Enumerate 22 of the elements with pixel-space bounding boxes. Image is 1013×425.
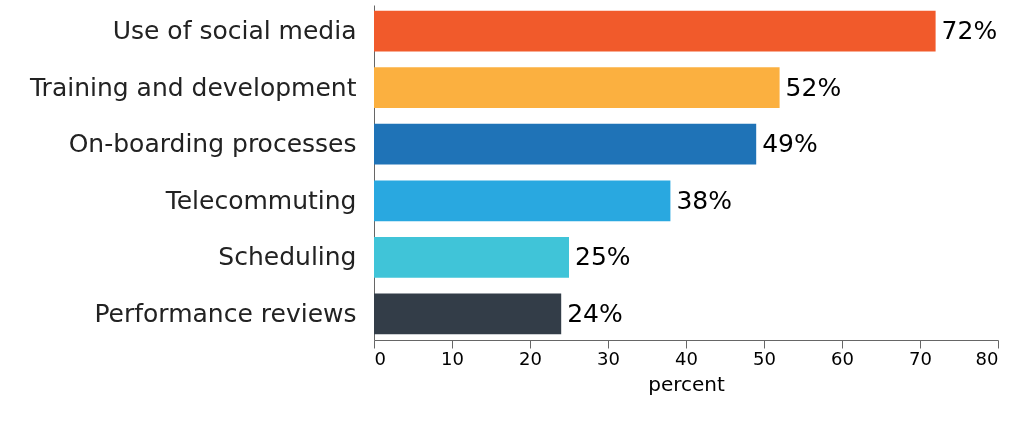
data-label: 25% (575, 242, 631, 272)
data-label: 38% (676, 185, 732, 215)
y-tick-label: On-boarding processes (68, 129, 357, 159)
y-tick-label: Performance reviews (94, 298, 357, 328)
x-tick-label: 60 (831, 347, 854, 369)
data-label: 52% (785, 72, 842, 102)
x-tick-label: 30 (597, 347, 620, 369)
y-tick-label: Use of social media (112, 16, 357, 46)
x-tick-label: 70 (909, 347, 932, 369)
x-tick-label: 40 (675, 347, 698, 369)
x-tick-label: 0 (374, 347, 386, 369)
data-label: 72% (941, 16, 998, 46)
x-tick-label: 20 (519, 347, 542, 369)
data-label: 24% (567, 298, 623, 328)
x-tick-label: 10 (441, 347, 464, 369)
y-tick-label: Telecommuting (164, 185, 357, 215)
y-tick-label: Training and development (29, 72, 357, 102)
data-label: 49% (762, 129, 818, 159)
x-tick-label: 80 (975, 347, 999, 369)
x-tick-label: 50 (753, 347, 776, 369)
x-axis-title: percent (648, 371, 725, 396)
y-tick-label: Scheduling (218, 242, 357, 272)
